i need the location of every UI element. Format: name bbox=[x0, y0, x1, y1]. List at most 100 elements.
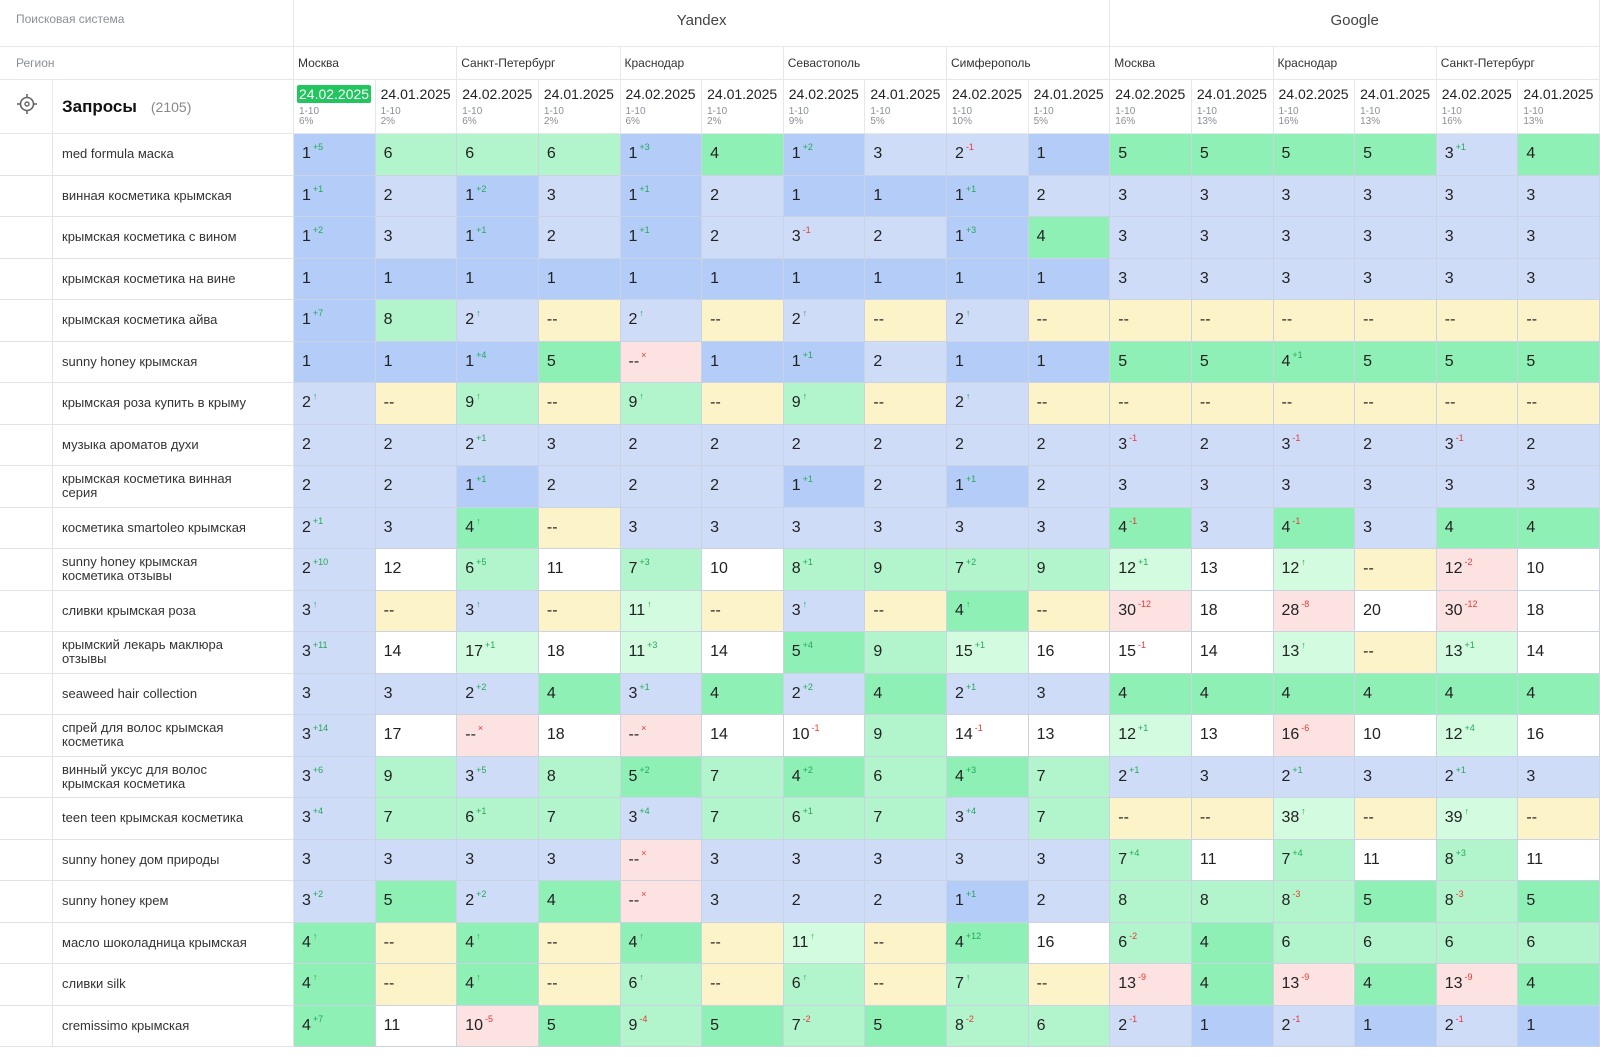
rank-value: 1 bbox=[302, 145, 311, 163]
rank-value: 2 bbox=[955, 145, 964, 163]
rank-cell: 5 bbox=[1518, 881, 1600, 923]
rank-change: +6 bbox=[312, 764, 324, 775]
rank-value: 3 bbox=[710, 892, 720, 910]
rank-value: 1 bbox=[302, 228, 311, 246]
rank-cell: 39 ↑ bbox=[1436, 798, 1519, 840]
rank-value: 4 bbox=[1118, 684, 1128, 702]
rank-value: 3 bbox=[1444, 228, 1454, 246]
rank-value: 5 bbox=[1526, 352, 1536, 370]
rank-value: 18 bbox=[546, 643, 565, 661]
rank-cell: 14 bbox=[702, 715, 784, 757]
rank-cell: 12 +1 bbox=[1110, 549, 1192, 591]
rank-cell: 11 ↑ bbox=[783, 922, 866, 964]
rank-change: ↑ bbox=[965, 972, 971, 983]
row-icon-cell bbox=[0, 756, 53, 798]
rank-value: -- bbox=[710, 933, 721, 951]
rank-value: 18 bbox=[546, 726, 565, 744]
rank-cell: 13 +1 bbox=[1436, 632, 1519, 674]
query: sunny honey крымская bbox=[53, 341, 294, 383]
query: крымская косметика айва bbox=[53, 300, 294, 342]
rank-value: -- bbox=[546, 933, 558, 951]
rank-cell: 11 +3 bbox=[620, 632, 703, 674]
rank-value: 1 bbox=[465, 228, 475, 246]
share: 5% bbox=[870, 116, 885, 127]
rank-cell: 1 bbox=[702, 341, 784, 383]
rank-value: 7 bbox=[710, 767, 720, 785]
rank-value: 1 bbox=[1036, 269, 1046, 287]
rank-cell: 1 +1 bbox=[783, 341, 866, 383]
date-header: 24.02.2025 1-10 6% bbox=[294, 80, 376, 134]
rank-cell: -- bbox=[702, 964, 784, 1006]
rank-cell: 3 bbox=[294, 673, 376, 715]
rank-cell: -- bbox=[538, 964, 621, 1006]
rank-cell: 4 +1 bbox=[1273, 341, 1356, 383]
rank-value: 16 bbox=[1526, 726, 1545, 744]
rank-change: +5 bbox=[476, 764, 487, 775]
rank-value: 14 bbox=[383, 643, 402, 661]
rank-cell: 8 bbox=[1191, 881, 1274, 923]
rank-change: -4 bbox=[639, 1013, 648, 1024]
rank-value: 1 bbox=[302, 311, 311, 329]
rank-cell: 10 -1 bbox=[783, 715, 866, 757]
rank-value: -- bbox=[1281, 394, 1293, 412]
query: крымская роза купить в крыму bbox=[53, 383, 294, 425]
rank-cell: 8 bbox=[1110, 881, 1192, 923]
rank-cell: 12 -2 bbox=[1436, 549, 1519, 591]
rank-cell: 5 bbox=[1518, 341, 1600, 383]
rank-value: 7 bbox=[546, 809, 556, 827]
rank-change: +1 bbox=[639, 225, 650, 236]
rank-change: -12 bbox=[1464, 598, 1478, 609]
rank-value: 3 bbox=[1526, 269, 1536, 287]
rank-value: 1 bbox=[628, 228, 638, 246]
rank-value: 1 bbox=[873, 186, 883, 204]
rank-cell: 2 +2 bbox=[783, 673, 866, 715]
rank-cell: 4 bbox=[538, 881, 621, 923]
region-name: Симферополь bbox=[947, 47, 1111, 80]
rank-cell: 4 bbox=[865, 673, 947, 715]
rank-change: +1 bbox=[312, 183, 324, 194]
rank-value: 5 bbox=[1363, 892, 1373, 910]
rank-cell: 1 bbox=[1191, 1005, 1274, 1047]
rank-value: 2 bbox=[955, 394, 964, 412]
rank-cell: 10 -5 bbox=[457, 1005, 539, 1047]
date[interactable]: 24.02.2025 bbox=[297, 85, 372, 103]
rank-value: 3 bbox=[791, 228, 801, 246]
rank-value: 4 bbox=[1118, 518, 1128, 536]
rank-cell: 5 bbox=[538, 341, 621, 383]
rank-value: 2 bbox=[302, 560, 311, 578]
rank-change: ↑ bbox=[802, 598, 808, 609]
rank-value: 11 bbox=[628, 643, 646, 661]
rank-cell: -- bbox=[538, 300, 621, 342]
share: 16% bbox=[1441, 116, 1462, 127]
date-header: 24.01.2025 1-10 13% bbox=[1191, 80, 1274, 134]
date-header: 24.02.2025 1-10 10% bbox=[947, 80, 1029, 134]
row-icon-cell bbox=[0, 466, 53, 508]
rank-cell: 3 bbox=[1355, 258, 1437, 300]
rank-value: 4 bbox=[465, 933, 475, 951]
rank-cell: -- bbox=[1355, 300, 1437, 342]
rank-value: 2 bbox=[710, 477, 720, 495]
rank-change: +2 bbox=[312, 889, 324, 900]
rank-value: -- bbox=[1526, 394, 1538, 412]
rank-cell: 1 +2 bbox=[457, 175, 539, 217]
rank-cell: 2 bbox=[865, 466, 947, 508]
rank-cell: 1 bbox=[620, 258, 703, 300]
rank-value: 5 bbox=[791, 643, 801, 661]
range: 1-10 bbox=[380, 106, 401, 117]
rank-value: 1 bbox=[791, 186, 801, 204]
rank-value: 2 bbox=[383, 435, 393, 453]
rank-value: 3 bbox=[1363, 767, 1373, 785]
date-header: 24.01.2025 1-10 2% bbox=[538, 80, 621, 134]
target-icon[interactable] bbox=[16, 93, 38, 115]
rank-cell: 1 bbox=[1028, 258, 1111, 300]
rank-value: 6 bbox=[465, 809, 475, 827]
rank-cell: -- bbox=[1028, 590, 1111, 632]
rank-value: 5 bbox=[1363, 145, 1373, 163]
rank-cell: 14 bbox=[1518, 632, 1600, 674]
row-icon-cell bbox=[0, 549, 53, 591]
rank-value: 8 bbox=[955, 1016, 964, 1034]
rank-cell: 3 bbox=[1518, 756, 1600, 798]
rank-cell: -- bbox=[375, 964, 458, 1006]
rank-value: 10 bbox=[710, 560, 728, 578]
range: 1-10 bbox=[788, 106, 809, 117]
